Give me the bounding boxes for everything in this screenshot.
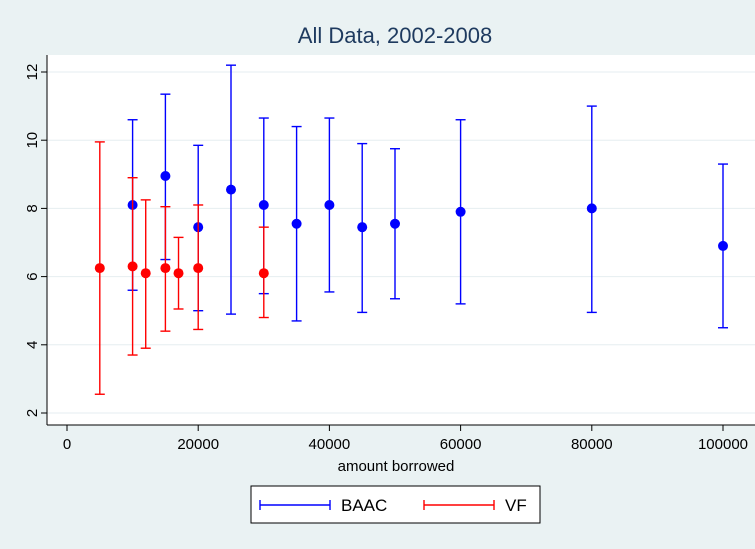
- legend-entry-vf: VF: [423, 496, 527, 515]
- data-point: [586, 203, 597, 214]
- data-point: [173, 268, 184, 279]
- legend-label: VF: [505, 496, 527, 515]
- y-tick-label: 4: [24, 341, 41, 349]
- data-point: [94, 263, 105, 274]
- y-tick-label: 10: [24, 132, 41, 149]
- legend-entry-baac: BAAC: [259, 496, 387, 515]
- data-point: [291, 218, 302, 229]
- data-point: [455, 206, 466, 217]
- data-point: [160, 263, 171, 274]
- series-layer: [94, 64, 728, 395]
- y-tick-label: 6: [24, 272, 41, 280]
- x-tick-label: 40000: [309, 436, 351, 453]
- data-point: [258, 268, 269, 279]
- data-point: [140, 268, 151, 279]
- y-tick-label: 8: [24, 204, 41, 212]
- x-axis-title: amount borrowed: [338, 458, 455, 475]
- data-point: [226, 184, 236, 195]
- data-point: [193, 263, 204, 274]
- x-tick-label: 0: [63, 436, 71, 453]
- y-axis-ticks: 2 4 6 8 10 12: [24, 64, 47, 417]
- data-point: [258, 199, 269, 210]
- data-point: [160, 171, 171, 182]
- legend-label: BAAC: [341, 496, 387, 515]
- x-tick-label: 80000: [571, 436, 613, 453]
- axes: [46, 55, 755, 426]
- y-tick-label: 2: [24, 409, 41, 417]
- plot-area: [47, 55, 755, 425]
- data-point: [357, 222, 368, 233]
- legend: BAAC VF: [250, 485, 541, 524]
- x-tick-label: 100000: [698, 436, 748, 453]
- series-vf: [94, 141, 269, 395]
- data-point: [390, 218, 400, 229]
- y-tick-label: 12: [24, 64, 41, 81]
- chart-title: All Data, 2002-2008: [298, 23, 492, 48]
- data-point: [718, 240, 728, 251]
- x-tick-label: 60000: [440, 436, 482, 453]
- data-point: [324, 199, 335, 210]
- x-axis-ticks: 0 20000 40000 60000 80000 100000: [63, 425, 748, 453]
- x-tick-label: 20000: [177, 436, 219, 453]
- data-point: [127, 261, 138, 272]
